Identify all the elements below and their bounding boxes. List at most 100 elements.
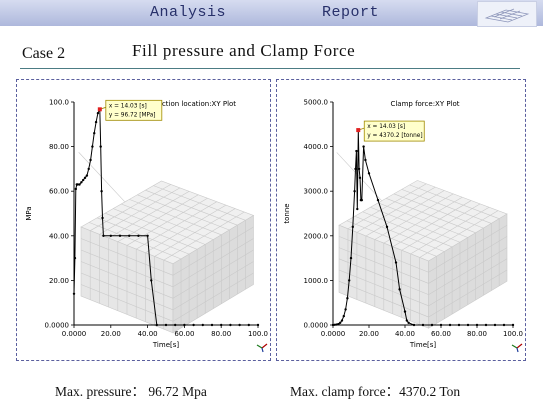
data-point xyxy=(210,323,214,327)
data-point xyxy=(80,181,83,184)
header-analysis: Analysis xyxy=(150,4,227,21)
x-tick-label: 40.00 xyxy=(138,330,158,338)
pressure-chart-panel: 0.0000 20.00 40.00 60.00 80.00 100.0 0.0000 20.… xyxy=(16,79,271,361)
y-tick-label: 5000.0 xyxy=(304,99,329,107)
x-axis-label: Time[s] xyxy=(152,341,180,349)
data-point xyxy=(353,190,356,193)
data-point xyxy=(89,158,92,162)
data-point xyxy=(484,323,488,327)
data-point xyxy=(511,323,515,327)
data-point xyxy=(146,234,149,237)
y-tick-label: 20.00 xyxy=(49,277,69,285)
data-point xyxy=(333,323,336,326)
data-point xyxy=(340,319,344,322)
x-tick-label: 80.00 xyxy=(211,330,231,338)
data-point xyxy=(351,225,354,229)
data-point xyxy=(457,323,461,327)
max-clamp-force-caption: Max. clamp force：4370.2 Ton xyxy=(290,384,461,399)
header-report: Report xyxy=(322,4,380,21)
data-point xyxy=(82,178,85,182)
data-point xyxy=(337,322,340,326)
y-tick-label: 0.0000 xyxy=(45,322,70,330)
x-tick-label: 0.0000 xyxy=(62,330,87,338)
peak-tooltip-box xyxy=(105,99,163,121)
x-tick-label: 0.0000 xyxy=(321,330,346,338)
data-point xyxy=(93,132,96,135)
data-point xyxy=(192,323,195,327)
data-point xyxy=(220,323,223,327)
y-tick-label: 3000.0 xyxy=(304,188,329,196)
data-point xyxy=(155,323,158,327)
case-label: Case 2 xyxy=(22,45,66,62)
y-tick-label: 40.00 xyxy=(49,232,69,240)
chart-title: Pressure at injection location:XY Plot xyxy=(108,100,236,108)
data-point xyxy=(91,145,94,148)
y-tick-label: 80.00 xyxy=(49,143,69,151)
data-point xyxy=(101,216,104,220)
data-point xyxy=(502,323,506,327)
y-tick-label: 4000.0 xyxy=(304,143,329,151)
peak-tooltip-box xyxy=(363,120,425,142)
data-point xyxy=(342,314,345,318)
data-point xyxy=(421,323,425,327)
x-tick-label: 20.00 xyxy=(101,330,121,338)
data-point xyxy=(405,319,408,322)
data-point xyxy=(201,323,204,327)
data-point xyxy=(150,279,153,282)
data-point xyxy=(128,234,131,237)
data-point xyxy=(118,234,122,237)
data-point xyxy=(174,323,177,327)
data-point xyxy=(73,256,77,260)
data-point xyxy=(354,167,357,171)
data-point xyxy=(349,256,353,260)
data-point xyxy=(247,323,250,327)
y-tick-label: 0.0000 xyxy=(304,322,329,330)
y-tick-label: 60.00 xyxy=(49,188,69,196)
data-point xyxy=(367,172,371,175)
part-wireframe-image xyxy=(78,152,255,334)
data-point xyxy=(229,323,232,327)
data-point xyxy=(475,323,479,327)
data-point xyxy=(394,261,398,264)
chart-title: Clamp force:XY Plot xyxy=(390,100,459,108)
data-point xyxy=(83,176,87,180)
data-point xyxy=(362,145,365,148)
x-tick-label: 80.00 xyxy=(467,330,487,338)
data-point xyxy=(331,323,335,327)
data-point xyxy=(376,198,380,202)
data-point xyxy=(344,308,347,311)
data-point xyxy=(85,174,89,177)
tooltip-y-text: y = 96.72 [MPa] xyxy=(109,112,156,118)
tooltip-x-text: x = 14.03 [s] xyxy=(367,124,405,130)
x-tick-label: 100.0 xyxy=(503,330,523,338)
data-point xyxy=(78,183,81,186)
title-divider xyxy=(20,68,520,69)
data-point xyxy=(430,323,434,327)
x-tick-label: 20.00 xyxy=(359,330,379,338)
max-pressure-caption: Max. pressure： 96.72 Mpa xyxy=(55,384,207,399)
data-point xyxy=(94,120,98,124)
y-axis-label: MPa xyxy=(25,206,33,220)
header-bar: Analysis Report xyxy=(0,0,543,27)
pressure-xy-plot: 0.0000 20.00 40.00 60.00 80.00 100.0 0.0000 20.… xyxy=(25,99,268,353)
data-point xyxy=(109,234,113,237)
data-point xyxy=(403,310,407,313)
page-title: Fill pressure and Clamp Force xyxy=(132,41,356,60)
data-point xyxy=(448,323,452,327)
data-point xyxy=(398,288,401,291)
data-point xyxy=(360,198,363,202)
data-point xyxy=(407,321,410,324)
clamp-force-xy-plot: 0.0000 20.00 40.00 60.00 80.00 100.0 0.0000 100… xyxy=(283,99,523,353)
data-point xyxy=(412,323,416,327)
data-point xyxy=(238,323,241,327)
x-tick-label: 60.00 xyxy=(431,330,451,338)
data-point xyxy=(137,234,140,237)
tooltip-x-text: x = 14.03 [s] xyxy=(109,103,147,109)
x-tick-label: 60.00 xyxy=(174,330,194,338)
data-point xyxy=(355,149,358,153)
data-point xyxy=(74,187,78,191)
axis-triad-icon xyxy=(511,343,523,353)
data-point xyxy=(87,167,90,171)
data-point xyxy=(164,323,168,327)
data-point xyxy=(358,176,362,180)
